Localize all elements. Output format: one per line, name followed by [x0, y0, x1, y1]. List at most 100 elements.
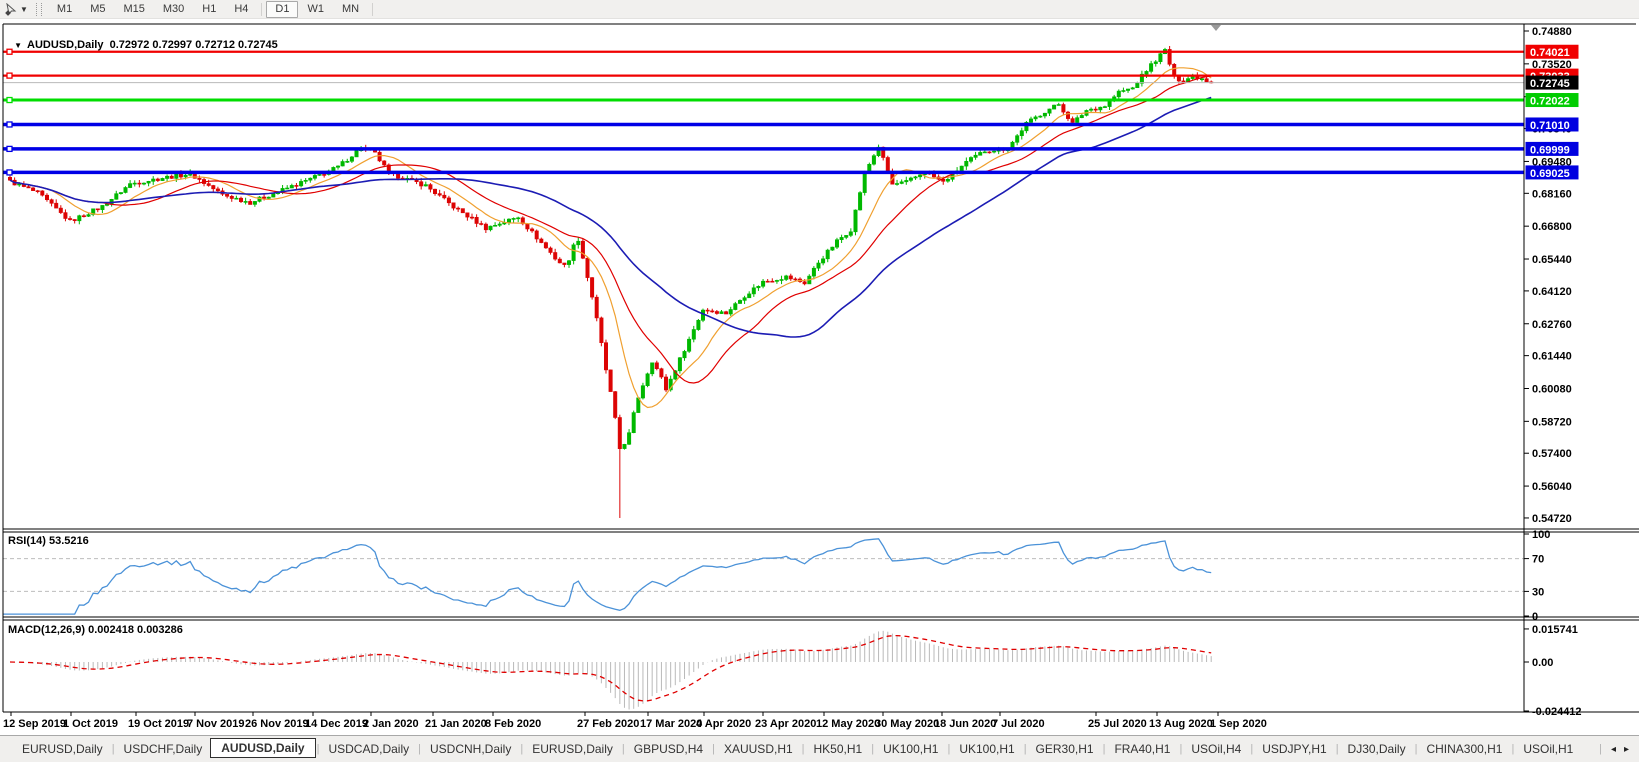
date-axis-label: 12 May 2020	[816, 718, 880, 730]
chart-borders	[2, 23, 1639, 713]
h-line-handle-0.71010[interactable]	[6, 121, 13, 128]
tab-divider: |	[111, 743, 115, 755]
price-axis-label: 0.58720	[1532, 416, 1572, 428]
date-axis-label: 7 Nov 2019	[187, 718, 244, 730]
candles	[8, 46, 1214, 518]
timeframe-button-H4[interactable]: H4	[234, 2, 249, 15]
price-axis-label: 0.74880	[1532, 26, 1572, 38]
timeframe-button-M30[interactable]: M30	[162, 2, 185, 15]
price-axis-label: 0.66800	[1532, 221, 1572, 233]
price-axis-label: 0.57400	[1532, 448, 1572, 460]
symbol-tab-UK100-H1[interactable]: UK100,H1	[883, 742, 939, 756]
chart-collapse-icon[interactable]: ▼	[14, 41, 23, 50]
timeframe-button-M1[interactable]: M1	[56, 2, 73, 15]
price-tag-text: 0.72022	[1530, 96, 1570, 108]
symbol-tab-GER30-H1[interactable]: GER30,H1	[1035, 742, 1094, 756]
tab-divider: |	[621, 743, 625, 755]
symbol-tab-FRA40-H1[interactable]: FRA40,H1	[1114, 742, 1171, 756]
price-tag-text: 0.72745	[1530, 78, 1570, 90]
timeframe-button-M5[interactable]: M5	[90, 2, 106, 15]
rsi-axis-label: 30	[1532, 586, 1544, 598]
tab-divider: |	[1414, 743, 1418, 755]
date-axis-label: 30 May 2020	[875, 718, 939, 730]
tab-divider: |	[712, 743, 715, 755]
tab-divider: |	[1023, 743, 1027, 755]
price-tag-0.74021	[1525, 44, 1579, 59]
date-axis-label: 19 Oct 2019	[128, 718, 189, 730]
price-axis-label: 0.64120	[1532, 286, 1572, 298]
h-line-handle-0.69999[interactable]	[6, 145, 13, 153]
symbol-tab-EURUSD-Daily[interactable]: EURUSD,Daily	[532, 742, 613, 756]
symbol-tab-USOil-H4[interactable]: USOil,H4	[1191, 742, 1242, 756]
chart-title-symbol: AUDUSD,Daily	[27, 39, 104, 51]
timeframe-button-W1[interactable]: W1	[307, 2, 324, 15]
h-line-handle-0.73033[interactable]	[6, 72, 13, 79]
symbol-tab-EURUSD-Daily[interactable]: EURUSD,Daily	[22, 742, 103, 756]
chart-shift-marker[interactable]	[1211, 25, 1221, 31]
price-tag-text: 0.71010	[1530, 120, 1570, 132]
price-tag-0.71010	[1525, 117, 1579, 132]
rsi-line	[3, 538, 1212, 615]
price-axis-label: 0.56040	[1532, 481, 1572, 493]
toolbar-divider	[261, 2, 263, 16]
symbol-tab-DJ30-Daily[interactable]: DJ30,Daily	[1347, 742, 1406, 756]
price-axis-label: 0.60080	[1532, 383, 1572, 395]
symbol-tab-GBPUSD-H4[interactable]: GBPUSD,H4	[633, 742, 704, 756]
symbol-tab-USOil-H1[interactable]: USOil,H1	[1523, 742, 1574, 756]
tab-divider: |	[418, 743, 421, 755]
symbol-tab-USDCAD-Daily[interactable]: USDCAD,Daily	[328, 742, 410, 756]
date-axis-label: 27 Feb 2020	[577, 718, 639, 730]
tab-divider: |	[1102, 743, 1106, 755]
timeframe-button-D1[interactable]: D1	[266, 0, 299, 18]
toolbar-divider	[372, 2, 374, 16]
chart-title: ▼ AUDUSD,Daily 0.72972 0.72997 0.72712 0.…	[8, 27, 278, 51]
symbol-tab-HK50-H1[interactable]: HK50,H1	[813, 742, 863, 756]
h-line-handle-0.74021[interactable]	[6, 48, 13, 55]
tab-scroller-divider: |	[1599, 743, 1602, 755]
date-axis-label: 17 Mar 2020	[640, 718, 702, 730]
macd-axis-label: 0.015741	[1532, 624, 1578, 636]
symbol-tab-USDCHF-Daily[interactable]: USDCHF,Daily	[123, 742, 203, 756]
date-axis-label: 23 Apr 2020	[755, 718, 816, 730]
date-axis-label: 4 Apr 2020	[696, 718, 751, 730]
price-axis-label: 0.65440	[1532, 254, 1572, 266]
macd-histogram	[14, 630, 1212, 710]
tab-divider: |	[1179, 743, 1183, 755]
tab-scroll-right-icon[interactable]: ▸	[1623, 743, 1629, 755]
main-toolbar: ▼ M1 M5 M15 M30 H1 H4 D1 W1 MN	[0, 0, 1639, 19]
tab-divider: |	[1250, 743, 1254, 755]
timeframe-button-M15[interactable]: M15	[123, 2, 145, 15]
price-tag-0.72022	[1525, 93, 1579, 108]
toolbar-grip	[35, 2, 42, 16]
rsi-axis-label: 100	[1532, 529, 1550, 541]
date-axis-label: 8 Feb 2020	[485, 718, 541, 730]
tab-scroll-left-icon[interactable]: ◂	[1610, 743, 1616, 755]
symbol-tab-USDJPY-H1[interactable]: USDJPY,H1	[1262, 742, 1327, 756]
symbol-tab-AUDUSD-Daily[interactable]: AUDUSD,Daily	[210, 738, 316, 758]
h-line-handle-0.72022[interactable]	[6, 96, 13, 104]
chart-tab-list: EURUSD,Daily | USDCHF,Daily AUDUSD,Daily | US…	[14, 738, 1581, 759]
price-tag-text: 0.74021	[1530, 47, 1570, 59]
date-axis-label: 2 Jan 2020	[363, 718, 419, 730]
symbol-tab-USDCNH-Daily[interactable]: USDCNH,Daily	[430, 742, 512, 756]
ma-fast-line	[9, 67, 1212, 409]
price-axis-label: 0.62760	[1532, 319, 1572, 331]
symbol-tab-CHINA300-H1[interactable]: CHINA300,H1	[1426, 742, 1503, 756]
chart-title-ohlc: 0.72972 0.72997 0.72712 0.72745	[109, 39, 278, 51]
symbol-tab-UK100-H1[interactable]: UK100,H1	[959, 742, 1015, 756]
macd-indicator-label: MACD(12,26,9) 0.002418 0.003286	[8, 624, 183, 636]
date-axis-label: 1 Oct 2019	[63, 718, 118, 730]
cursor-tool-button[interactable]	[3, 2, 19, 17]
timeframe-button-H1[interactable]: H1	[202, 2, 217, 15]
timeframe-button-MN[interactable]: MN	[341, 2, 360, 15]
dropdown-arrow-icon[interactable]: ▼	[20, 4, 28, 14]
h-line-handle-0.69025[interactable]	[6, 169, 13, 176]
symbol-tab-XAUUSD-H1[interactable]: XAUUSD,H1	[723, 742, 793, 756]
price-tag-0.69025	[1525, 165, 1579, 180]
rsi-indicator-label: RSI(14) 53.5216	[8, 535, 89, 547]
price-tag-0.72745	[1525, 75, 1579, 90]
